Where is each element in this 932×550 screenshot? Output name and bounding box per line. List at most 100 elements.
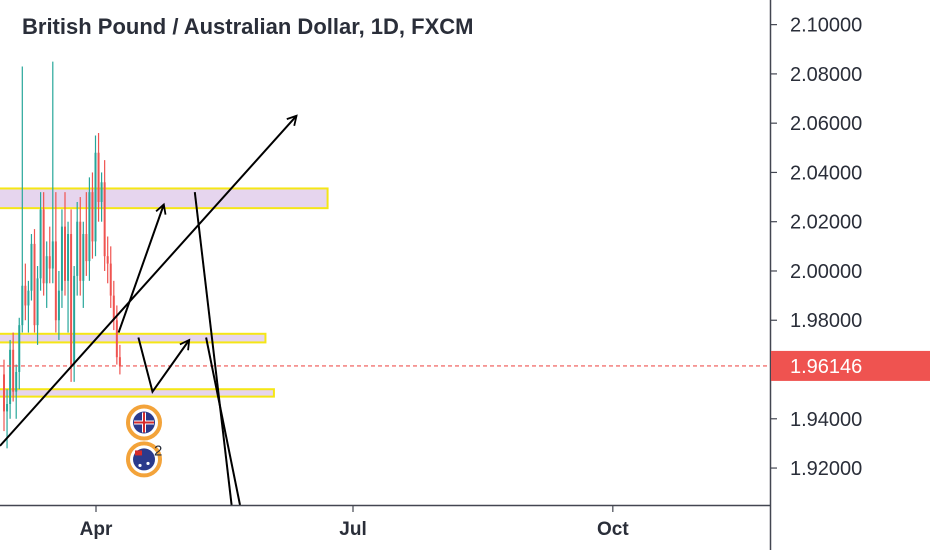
y-tick-label: 1.94000 — [790, 409, 862, 431]
y-tick-label: 2.00000 — [790, 261, 862, 283]
zone-rectangle[interactable] — [0, 388, 275, 398]
candle-body — [18, 325, 21, 372]
candle-body — [106, 256, 109, 264]
trendline-arrow[interactable] — [0, 114, 298, 447]
candle-body — [70, 234, 73, 365]
uk-flag-icon[interactable] — [126, 404, 163, 441]
candle[interactable] — [30, 234, 33, 301]
candle[interactable] — [60, 209, 63, 308]
candle[interactable] — [91, 172, 94, 259]
projection-arrow[interactable] — [117, 202, 167, 333]
candle[interactable] — [18, 317, 21, 390]
candle-body — [30, 243, 33, 291]
candle[interactable] — [118, 344, 121, 375]
candle[interactable] — [97, 133, 100, 222]
candle[interactable] — [57, 270, 60, 340]
candle-body — [36, 278, 39, 326]
candle-body — [54, 241, 57, 321]
candle-body — [45, 256, 48, 284]
candle[interactable] — [106, 236, 109, 284]
candle-body — [94, 152, 97, 242]
candle[interactable] — [112, 280, 115, 331]
current-price-badge[interactable] — [771, 350, 930, 381]
candle-body — [51, 241, 54, 269]
candle[interactable] — [76, 202, 79, 296]
candle[interactable] — [21, 66, 24, 333]
candle[interactable] — [36, 266, 39, 345]
candle[interactable] — [48, 226, 51, 284]
y-tick-label: 1.92000 — [790, 458, 862, 480]
candle[interactable] — [109, 246, 112, 308]
y-tick-label: 2.08000 — [790, 64, 862, 86]
chart-title: British Pound / Australian Dollar, 1D, F… — [22, 14, 473, 39]
candle-body — [15, 371, 18, 392]
current-price-label: 1.96146 — [790, 356, 862, 378]
candle[interactable] — [27, 280, 30, 333]
candle-body — [67, 234, 70, 281]
candle-body — [82, 234, 85, 281]
candle[interactable] — [3, 359, 5, 432]
axes[interactable]: 2.10000 2.08000 2.06000 2.04000 2.02000 2.000… — [80, 15, 930, 540]
zone-rectangle[interactable] — [0, 332, 267, 344]
event-count-badge: 2 — [154, 442, 162, 459]
candle[interactable] — [94, 135, 97, 257]
candle-body — [112, 295, 115, 321]
candle[interactable] — [85, 192, 88, 276]
candle[interactable] — [33, 229, 36, 333]
candle-body — [27, 290, 30, 306]
candle[interactable] — [45, 241, 48, 308]
projection-arrow[interactable] — [137, 337, 191, 395]
candle-body — [85, 234, 88, 262]
projection-line[interactable] — [205, 337, 241, 506]
flag-canton — [135, 450, 143, 456]
candle-body — [97, 152, 100, 202]
flag-star — [146, 461, 150, 466]
candle-body — [42, 209, 45, 284]
candle-body — [79, 221, 82, 281]
candle-body — [100, 182, 103, 202]
candle-body — [57, 290, 60, 321]
y-tick-label: 2.06000 — [790, 113, 862, 135]
x-tick-label: Jul — [339, 519, 366, 540]
y-tick-label: 2.02000 — [790, 212, 862, 234]
candle[interactable] — [70, 209, 73, 382]
candle-body — [115, 320, 118, 358]
candle[interactable] — [79, 197, 82, 296]
candle-body — [12, 349, 15, 392]
candle[interactable] — [64, 192, 66, 296]
candle-body — [103, 182, 106, 257]
candle-body — [6, 404, 9, 412]
y-tick-label: 1.98000 — [790, 310, 862, 332]
candle[interactable] — [51, 61, 54, 284]
candle[interactable] — [9, 339, 12, 419]
projection-line[interactable] — [193, 191, 233, 505]
candle-body — [33, 243, 36, 326]
candle[interactable] — [100, 172, 103, 222]
candle-body — [39, 209, 42, 279]
candle-body — [118, 357, 121, 366]
candle-body — [64, 226, 66, 281]
y-tick-label: 2.04000 — [790, 162, 862, 184]
candle-body — [9, 349, 12, 404]
candle[interactable] — [42, 192, 45, 296]
candle-body — [88, 192, 91, 262]
candle[interactable] — [54, 192, 57, 333]
candle-body — [76, 221, 79, 276]
candle[interactable] — [24, 263, 27, 321]
candle[interactable] — [15, 364, 18, 419]
candle[interactable] — [39, 192, 42, 291]
australia-flag-icon[interactable]: 2 — [126, 441, 162, 478]
y-tick-label: 2.10000 — [790, 15, 862, 37]
candle[interactable] — [88, 177, 91, 281]
candle[interactable] — [67, 221, 70, 333]
candle[interactable] — [12, 332, 15, 402]
candle-body — [21, 285, 24, 326]
flag-star — [138, 463, 142, 468]
candle-body — [3, 374, 5, 412]
candle[interactable] — [82, 221, 85, 308]
candle-body — [60, 226, 63, 291]
plot-area[interactable]: 2 — [0, 61, 770, 506]
candle[interactable] — [103, 160, 106, 271]
candle-body — [73, 275, 76, 365]
